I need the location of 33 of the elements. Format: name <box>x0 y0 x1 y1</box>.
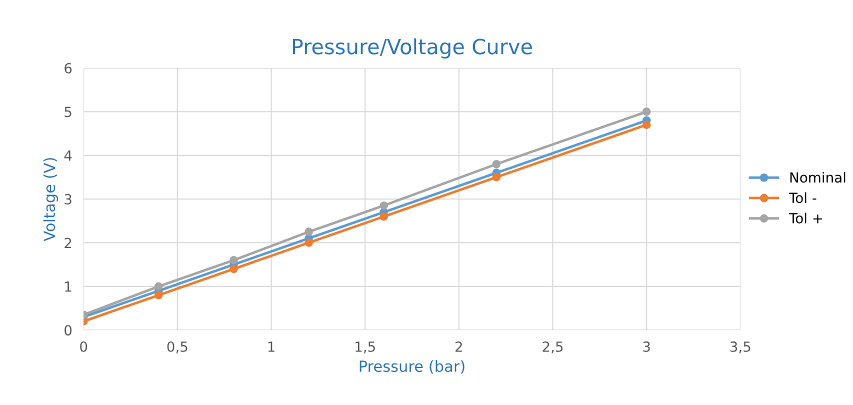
point <box>230 264 238 274</box>
y-tick-label: 4 <box>64 150 72 161</box>
point <box>304 228 313 236</box>
y-tick-label: 0 <box>64 325 72 336</box>
point <box>642 108 651 116</box>
legend-label: Tol + <box>788 212 822 224</box>
x-tick-label: 1,5 <box>356 342 375 354</box>
y-tick-label: 2 <box>64 238 72 248</box>
x-tick-label: 3,5 <box>730 341 750 354</box>
point <box>642 120 651 129</box>
chart-title: Pressure/Voltage Curve <box>292 38 532 58</box>
point <box>154 290 163 300</box>
y-axis-title: Voltage (V) <box>43 158 58 242</box>
x-tick-label: 3 <box>643 341 650 352</box>
x-tick-label: 0,5 <box>167 341 188 354</box>
point <box>230 256 238 264</box>
y-tick-label: 1 <box>65 282 72 292</box>
point <box>380 201 388 210</box>
legend-label: Nominal <box>790 172 846 183</box>
point <box>154 282 163 291</box>
point <box>304 238 313 247</box>
x-tick-label: 2,5 <box>542 341 563 354</box>
legend-label: Tol - <box>788 192 816 204</box>
x-tick-label: 0 <box>80 341 88 352</box>
point <box>492 160 501 168</box>
x-axis-title: Pressure (bar) <box>360 360 464 374</box>
point <box>492 173 501 182</box>
x-tick-label: 1 <box>268 342 274 352</box>
y-tick-label: 6 <box>64 63 72 74</box>
y-tick-label: 5 <box>64 106 72 118</box>
point <box>380 212 388 221</box>
y-tick-label: 3 <box>64 194 72 205</box>
x-tick-label: 2 <box>456 341 462 352</box>
